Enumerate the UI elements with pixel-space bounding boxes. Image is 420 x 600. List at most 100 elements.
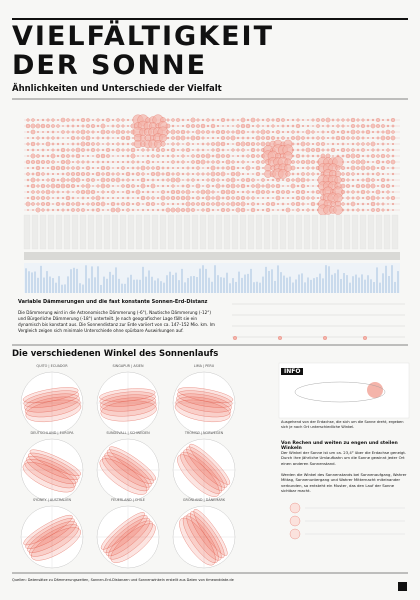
strip-cell	[231, 214, 239, 250]
bubble	[186, 136, 190, 140]
bubble	[371, 208, 375, 212]
bubble	[262, 197, 264, 199]
bubble	[236, 196, 240, 200]
bubble	[151, 178, 155, 182]
bubble	[36, 202, 40, 206]
bubble	[31, 160, 35, 164]
bubble	[122, 161, 124, 163]
bubble	[241, 154, 245, 158]
bubble	[211, 154, 215, 158]
bubble	[326, 124, 330, 128]
bubble	[125, 171, 131, 177]
sun-band	[29, 524, 79, 557]
bubble	[182, 125, 184, 127]
bubble	[41, 196, 45, 200]
bubble	[282, 197, 284, 199]
bubble	[102, 143, 104, 145]
bubble	[387, 167, 389, 169]
bubble	[346, 190, 350, 194]
bubble	[25, 201, 31, 207]
bubble	[205, 207, 211, 213]
bubble	[41, 178, 45, 182]
bubble	[171, 148, 175, 152]
bubble	[341, 130, 345, 134]
diagram-label: SUNDSVALL | SCHWEDEN	[106, 431, 150, 435]
bubble	[255, 135, 261, 141]
bubble	[306, 142, 310, 146]
bubble	[176, 142, 180, 146]
bubble	[376, 196, 380, 200]
sun-band	[179, 517, 216, 566]
bubble	[230, 135, 236, 141]
bubble	[321, 130, 325, 134]
bubble	[171, 142, 175, 146]
bubble	[266, 196, 270, 200]
bubble	[391, 154, 395, 158]
bubble	[126, 184, 130, 188]
bubble	[142, 161, 144, 163]
bubble	[162, 161, 164, 163]
bubble	[306, 208, 310, 212]
bubble	[337, 143, 339, 145]
bubble	[217, 191, 219, 193]
bubble	[351, 172, 355, 176]
bubble	[146, 160, 150, 164]
bubble	[356, 148, 360, 152]
bubble	[200, 159, 206, 165]
bubble	[125, 135, 131, 141]
bubble	[51, 148, 55, 152]
bubble	[92, 167, 94, 169]
bubble	[117, 137, 119, 139]
bubble	[271, 118, 275, 122]
bubble	[350, 117, 356, 123]
bubble	[76, 130, 80, 134]
strip-cell	[103, 214, 111, 250]
bubble	[81, 160, 85, 164]
bubble	[127, 125, 129, 127]
bubble	[117, 197, 119, 199]
bubble	[52, 197, 54, 199]
bubble	[91, 142, 95, 146]
bubble	[392, 209, 394, 211]
bubble	[296, 190, 300, 194]
bubble	[71, 148, 75, 152]
legend-dot	[233, 336, 237, 340]
bubble	[296, 208, 300, 212]
bubble	[227, 173, 229, 175]
sun-band	[100, 400, 157, 422]
bubble	[131, 208, 135, 212]
bubble	[221, 208, 225, 212]
bubble	[56, 190, 60, 194]
bubble	[267, 179, 269, 181]
strip-cell	[55, 214, 63, 250]
bubble	[136, 196, 140, 200]
bubble	[231, 160, 235, 164]
diagram-label: TROMSØ | NORWEGEN	[184, 430, 224, 435]
strip-cell	[263, 214, 271, 250]
bubble	[365, 129, 371, 135]
bubble	[371, 178, 375, 182]
bubble	[241, 130, 245, 134]
bubble	[332, 155, 334, 157]
bubble	[65, 159, 71, 165]
bubble	[56, 136, 60, 140]
bubble	[226, 130, 230, 134]
bubble	[111, 148, 115, 152]
bubble	[226, 136, 230, 140]
bubble	[201, 148, 205, 152]
bubble	[386, 196, 390, 200]
info-badge: INFO	[281, 368, 304, 375]
bubble	[187, 155, 189, 157]
bubble	[41, 154, 45, 158]
bubble	[26, 142, 30, 146]
bubble	[235, 207, 241, 213]
bubble	[210, 171, 216, 177]
bubble	[50, 153, 56, 159]
bubble	[151, 208, 155, 212]
bubble	[71, 196, 75, 200]
bubble	[220, 141, 226, 147]
bubble	[346, 202, 350, 206]
bubble	[191, 166, 195, 170]
bubble	[96, 154, 100, 158]
bubble	[47, 167, 49, 169]
